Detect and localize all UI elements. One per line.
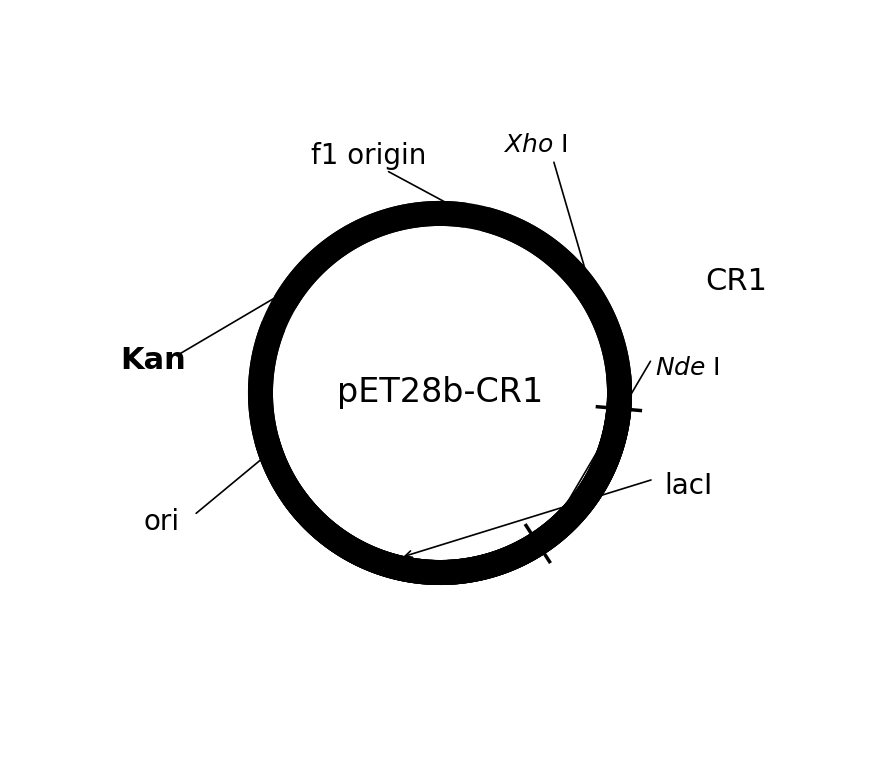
Text: $\it{Xho}$ I: $\it{Xho}$ I	[502, 133, 567, 157]
Text: CR1: CR1	[706, 267, 767, 296]
Text: lacI: lacI	[664, 472, 713, 500]
Text: $\it{Nde}$ I: $\it{Nde}$ I	[656, 356, 721, 380]
Text: pET28b-CR1: pET28b-CR1	[337, 376, 543, 409]
Text: f1 origin: f1 origin	[311, 142, 426, 170]
Text: Kan: Kan	[121, 346, 187, 375]
Text: ori: ori	[143, 508, 180, 536]
